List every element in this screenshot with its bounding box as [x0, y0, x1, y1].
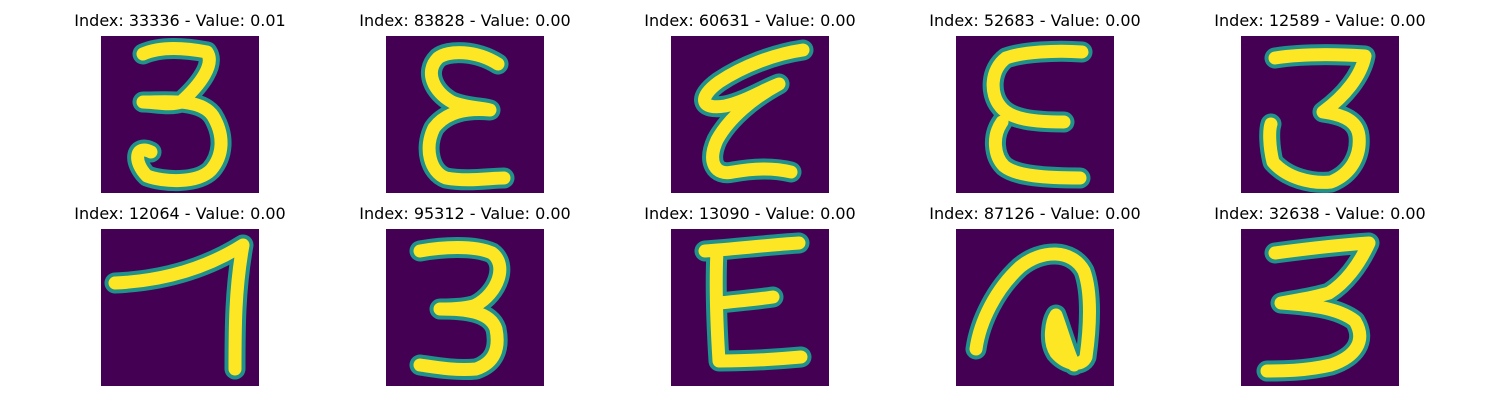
- digit-image: [671, 229, 829, 386]
- panel-title: Index: 33336 - Value: 0.01: [74, 11, 286, 30]
- digit-image: [386, 229, 544, 386]
- panel-title: Index: 60631 - Value: 0.00: [644, 11, 856, 30]
- digit-image: [671, 36, 829, 193]
- panel-title: Index: 87126 - Value: 0.00: [929, 204, 1141, 223]
- panel-title: Index: 52683 - Value: 0.00: [929, 11, 1141, 30]
- digit-image: [956, 229, 1114, 386]
- digit-image: [101, 229, 259, 386]
- digit-glyph: [965, 243, 1100, 376]
- panel-title: Index: 83828 - Value: 0.00: [359, 11, 571, 30]
- digit-glyph: [1259, 44, 1376, 193]
- panel-title: Index: 13090 - Value: 0.00: [644, 204, 856, 223]
- digit-glyph: [409, 237, 511, 380]
- digit-image: [1241, 229, 1399, 386]
- panel-title: Index: 95312 - Value: 0.00: [359, 204, 571, 223]
- digit-glyph: [418, 42, 515, 191]
- digit-glyph: [982, 40, 1093, 189]
- panel-title: Index: 12064 - Value: 0.00: [74, 204, 286, 223]
- digit-glyph: [104, 234, 254, 380]
- digit-glyph: [694, 232, 812, 372]
- panel-title: Index: 12589 - Value: 0.00: [1214, 11, 1426, 30]
- digit-glyph: [694, 39, 814, 184]
- digit-glyph: [127, 38, 232, 192]
- digit-image: [101, 36, 259, 193]
- digit-image: [1241, 36, 1399, 193]
- digit-image: [956, 36, 1114, 193]
- panel-title: Index: 32638 - Value: 0.00: [1214, 204, 1426, 223]
- digit-glyph: [1256, 232, 1380, 382]
- digit-image: [386, 36, 544, 193]
